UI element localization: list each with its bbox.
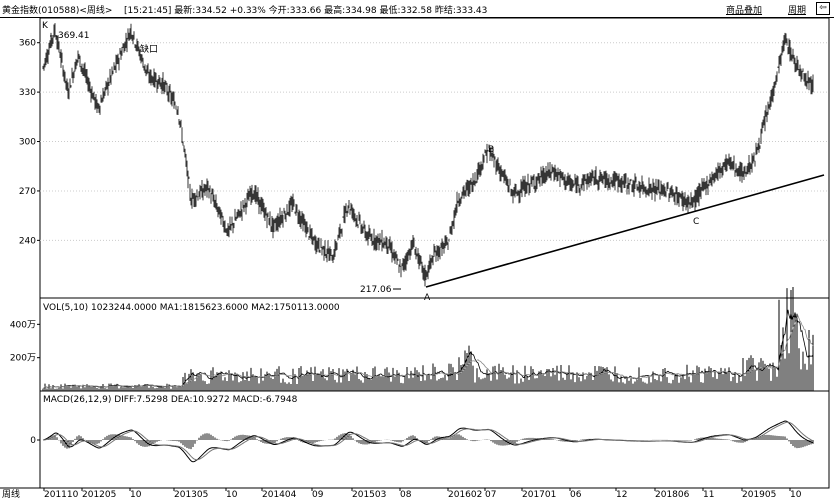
y-tick-label: 330: [19, 88, 36, 98]
x-tick-label: 10: [790, 490, 802, 500]
macd-panel: MACD(26,12,9) DIFF:7.5298 DEA:10.9272 MA…: [30, 395, 814, 463]
macd-legend: MACD(26,12,9) DIFF:7.5298 DEA:10.9272 MA…: [43, 395, 298, 405]
x-axis: 周线 201110 201205 10 201305 10 201404 09 201503 08…: [2, 488, 802, 500]
x-tick-label: 07: [485, 490, 496, 500]
x-tick-label: 11: [703, 490, 714, 500]
x-tick-label: 201806: [655, 490, 690, 500]
low-label: 217.06: [360, 285, 392, 295]
quote-info: [15:21:45] 最新:334.52 +0.33% 今开:333.66 最高…: [124, 6, 488, 16]
y-tick-label: 270: [19, 187, 36, 197]
header-bar: 黄金指数(010588)<周线> [15:21:45] 最新:334.52 +0…: [0, 0, 834, 18]
y-tick-label: 200万: [10, 354, 36, 364]
x-tick-label: 201602: [448, 490, 482, 500]
macd-dea-line: [43, 421, 814, 461]
x-tick-label: 201701: [522, 490, 556, 500]
point-b-label: B: [488, 145, 494, 155]
y-tick-label: 240: [19, 236, 36, 246]
y-tick-label: 360: [19, 39, 36, 49]
volume-ma2-line: [42, 315, 814, 390]
x-tick-label: 201503: [352, 490, 386, 500]
chart-title: 黄金指数(010588)<周线>: [2, 6, 113, 16]
x-tick-label: 201404: [262, 490, 297, 500]
x-tick-label: 201205: [82, 490, 116, 500]
x-tick-label: 201905: [742, 490, 776, 500]
x-tick-label: 10: [130, 490, 142, 500]
x-tick-label: 201110: [44, 490, 79, 500]
gap-label: 缺口: [140, 43, 158, 55]
overlay-button[interactable]: 商品叠加: [726, 6, 763, 16]
kline-panel: K 240 270 300 330 360 369.41 217.06 缺口 A B C: [19, 21, 829, 303]
x-tick-label: 08: [400, 490, 412, 500]
y-tick-label: 400万: [10, 320, 36, 330]
y-tick-label: 0: [30, 436, 36, 446]
x-tick-label: 201305: [174, 490, 208, 500]
x-tick-label: 10: [226, 490, 238, 500]
period-button[interactable]: 周期: [788, 6, 807, 16]
x-axis-corner-label: 周线: [2, 488, 20, 500]
high-label: 369.41: [58, 31, 90, 41]
point-c-label: C: [693, 217, 699, 227]
volume-legend: VOL(5,10) 1023244.0000 MA1:1815623.6000 …: [43, 303, 340, 313]
x-tick-label: 12: [616, 490, 627, 500]
panel-corner-label: K: [42, 21, 49, 31]
return-icon[interactable]: ⇦: [816, 2, 830, 15]
volume-panel: VOL(5,10) 1023244.0000 MA1:1815623.6000 …: [10, 286, 814, 391]
x-tick-label: 06: [570, 490, 582, 500]
y-tick-label: 300: [19, 138, 36, 148]
point-a-label: A: [424, 293, 431, 303]
trendline: [425, 174, 825, 288]
x-tick-label: 09: [312, 490, 324, 500]
